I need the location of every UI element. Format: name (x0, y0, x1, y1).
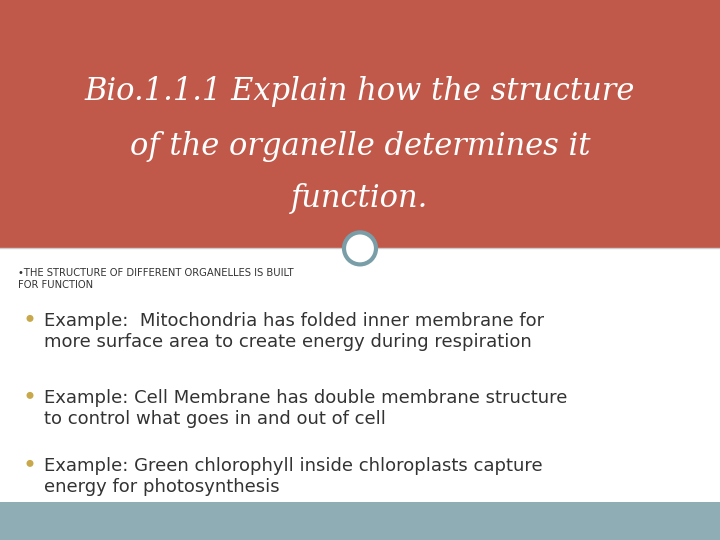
Text: to control what goes in and out of cell: to control what goes in and out of cell (44, 410, 386, 428)
Circle shape (27, 392, 34, 399)
Text: more surface area to create energy during respiration: more surface area to create energy durin… (44, 333, 532, 352)
FancyBboxPatch shape (0, 248, 720, 502)
Circle shape (27, 315, 34, 322)
Circle shape (27, 460, 34, 467)
Text: Example: Green chlorophyll inside chloroplasts capture: Example: Green chlorophyll inside chloro… (44, 457, 543, 475)
Text: FOR FUNCTION: FOR FUNCTION (18, 280, 93, 291)
Text: Bio.1.1.1 Explain how the structure: Bio.1.1.1 Explain how the structure (85, 76, 635, 107)
Text: function.: function. (292, 183, 428, 214)
Text: Example: Cell Membrane has double membrane structure: Example: Cell Membrane has double membra… (44, 389, 567, 407)
Text: •THE STRUCTURE OF DIFFERENT ORGANELLES IS BUILT: •THE STRUCTURE OF DIFFERENT ORGANELLES I… (18, 268, 294, 279)
Text: energy for photosynthesis: energy for photosynthesis (44, 478, 279, 496)
Text: Example:  Mitochondria has folded inner membrane for: Example: Mitochondria has folded inner m… (44, 313, 544, 330)
Text: of the organelle determines it: of the organelle determines it (130, 131, 590, 162)
FancyBboxPatch shape (0, 0, 720, 248)
FancyBboxPatch shape (0, 502, 720, 540)
Circle shape (344, 232, 376, 265)
